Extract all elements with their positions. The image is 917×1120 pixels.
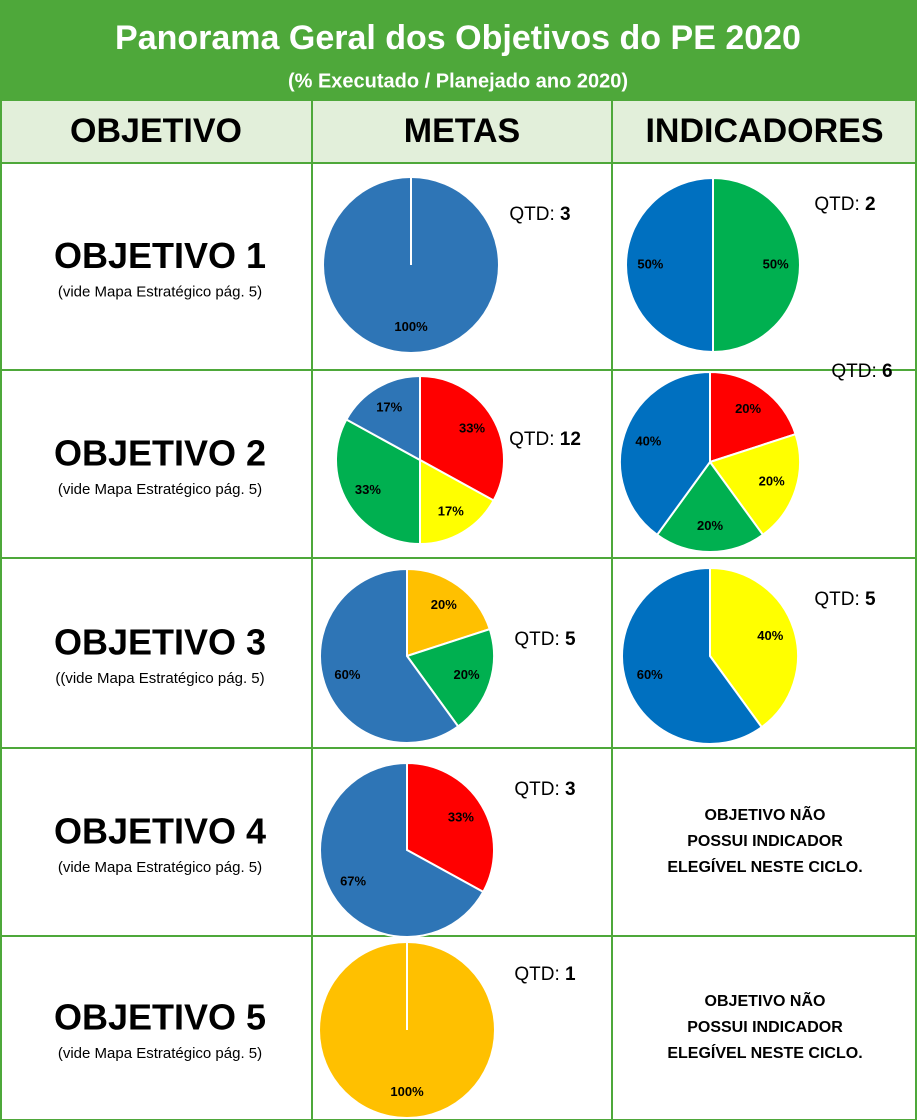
qtd-label: QTD: <box>814 589 859 610</box>
objective-note: (vide Mapa Estratégico pág. 5) <box>58 283 262 300</box>
qtd-value: 3 <box>560 204 571 225</box>
no-indicator: OBJETIVO NÃO <box>705 804 826 824</box>
no-indicator: OBJETIVO NÃO <box>705 990 826 1010</box>
qtd-label: QTD: <box>814 194 859 215</box>
header-row <box>0 100 917 163</box>
pie-slice <box>625 176 714 354</box>
slice-label: 33% <box>459 421 485 436</box>
title-band <box>0 0 917 100</box>
pie-slice <box>406 567 492 658</box>
objective: OBJETIVO 1 <box>54 235 266 276</box>
qtd-value: 5 <box>565 629 576 650</box>
objective-note: (vide Mapa Estratégico pág. 5) <box>58 1045 262 1062</box>
slice-label: 17% <box>438 503 464 518</box>
qtd: QTD: 5 <box>514 629 576 650</box>
pie-slice <box>709 566 799 729</box>
slice-label: 20% <box>697 518 723 533</box>
slice-label: 17% <box>376 399 402 414</box>
slice-label: 33% <box>448 810 474 825</box>
qtd: QTD: 6 <box>831 361 892 382</box>
no-indicator: ELEGÍVEL NESTE CICLO. <box>667 1043 862 1062</box>
objective: OBJETIVO 3 <box>54 622 266 663</box>
qtd-label: QTD: <box>509 429 554 450</box>
no-indicator: ELEGÍVEL NESTE CICLO. <box>667 857 862 876</box>
pie-slice <box>406 761 495 894</box>
slice-label: 40% <box>757 628 783 643</box>
objective: OBJETIVO 5 <box>54 997 266 1038</box>
slice-label: 20% <box>735 401 761 416</box>
pie-slice <box>419 458 495 546</box>
column-header: OBJETIVO <box>70 112 242 150</box>
slice-label: 40% <box>635 433 661 448</box>
qtd-label: QTD: <box>831 361 876 382</box>
slice-label: 20% <box>454 667 480 682</box>
slice-label: 20% <box>759 473 785 488</box>
pie-slice <box>345 374 421 462</box>
pie-slice <box>335 418 421 546</box>
slice-label: 100% <box>390 1084 424 1099</box>
objective-note: ((vide Mapa Estratégico pág. 5) <box>55 670 264 687</box>
objective: OBJETIVO 4 <box>54 811 266 852</box>
qtd-value: 12 <box>560 429 581 450</box>
qtd-value: 3 <box>565 779 576 800</box>
pie-slice <box>708 432 801 537</box>
qtd-value: 2 <box>865 194 876 215</box>
slice-label: 60% <box>334 667 360 682</box>
pie-slice <box>419 374 505 502</box>
pie-slice <box>619 370 711 537</box>
qtd-value: 6 <box>882 361 893 382</box>
slice-label: 33% <box>355 482 381 497</box>
qtd-label: QTD: <box>514 964 559 985</box>
objective-note: (vide Mapa Estratégico pág. 5) <box>58 859 262 876</box>
qtd-value: 1 <box>565 964 576 985</box>
pie-slice <box>655 460 765 553</box>
qtd: QTD: 5 <box>814 589 876 610</box>
qtd: QTD: 2 <box>814 194 875 215</box>
pie-slice <box>712 176 801 354</box>
pie-slice <box>405 627 495 728</box>
column-header: METAS <box>404 112 520 150</box>
qtd: QTD: 3 <box>509 204 570 225</box>
no-indicator: POSSUI INDICADOR <box>687 833 843 850</box>
slice-label: 60% <box>637 667 663 682</box>
subtitle: (% Executado / Planejado ano 2020) <box>288 70 628 92</box>
qtd: QTD: 3 <box>514 779 575 800</box>
objective: OBJETIVO 2 <box>54 433 266 474</box>
pie-slice <box>621 566 764 745</box>
slice-label: 50% <box>637 256 663 271</box>
qtd-label: QTD: <box>514 629 559 650</box>
title: Panorama Geral dos Objetivos do PE 2020 <box>115 19 801 57</box>
slice-label: 20% <box>431 597 457 612</box>
pie-slice <box>319 567 460 744</box>
no-indicator: POSSUI INDICADOR <box>687 1019 843 1036</box>
objective-note: (vide Mapa Estratégico pág. 5) <box>58 481 262 498</box>
qtd-value: 5 <box>865 589 876 610</box>
pie-slice <box>319 761 485 938</box>
slice-label: 50% <box>763 256 789 271</box>
qtd: QTD: 1 <box>514 964 576 985</box>
column-header: INDICADORES <box>645 112 883 150</box>
qtd: QTD: 12 <box>509 429 581 450</box>
qtd-label: QTD: <box>514 779 559 800</box>
slice-label: 100% <box>394 319 428 334</box>
qtd-label: QTD: <box>509 204 554 225</box>
pie-slice <box>709 370 797 464</box>
slice-label: 67% <box>340 873 366 888</box>
